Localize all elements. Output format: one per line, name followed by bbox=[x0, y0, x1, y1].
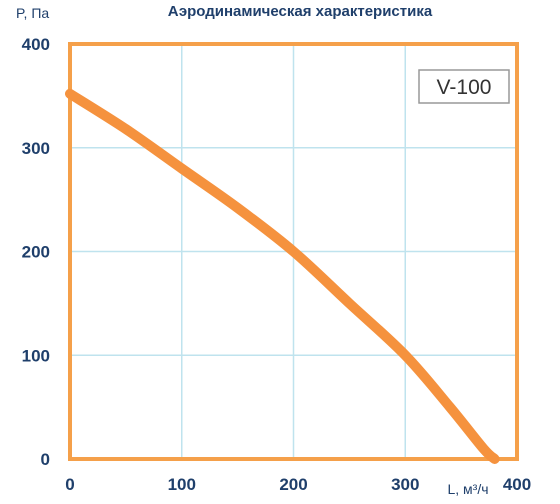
x-tick-label: 100 bbox=[168, 475, 196, 494]
x-tick-label: 400 bbox=[503, 475, 531, 494]
series-line-0 bbox=[65, 88, 500, 464]
plot-frame bbox=[68, 42, 519, 461]
legend-label: V-100 bbox=[437, 76, 492, 99]
y-tick-label: 400 bbox=[22, 35, 50, 54]
x-tick-label: 0 bbox=[65, 475, 74, 494]
legend-box bbox=[418, 69, 510, 104]
y-tick-label: 0 bbox=[41, 450, 50, 469]
y-tick-label: 200 bbox=[22, 243, 50, 262]
x-axis-label: L, м³/ч bbox=[447, 481, 488, 497]
series-layer bbox=[65, 88, 500, 464]
x-tick-label: 300 bbox=[391, 475, 419, 494]
y-tick-label: 300 bbox=[22, 139, 50, 158]
y-axis-label: P, Па bbox=[16, 5, 49, 21]
x-tick-labels: 0 100 200 300 400 bbox=[65, 475, 531, 494]
legend: V-100 bbox=[418, 69, 510, 104]
chart-title: Аэродинамическая характеристика bbox=[168, 3, 433, 20]
y-tick-labels: 0 100 200 300 400 bbox=[22, 35, 50, 469]
x-tick-label: 200 bbox=[279, 475, 307, 494]
y-tick-label: 100 bbox=[22, 346, 50, 365]
